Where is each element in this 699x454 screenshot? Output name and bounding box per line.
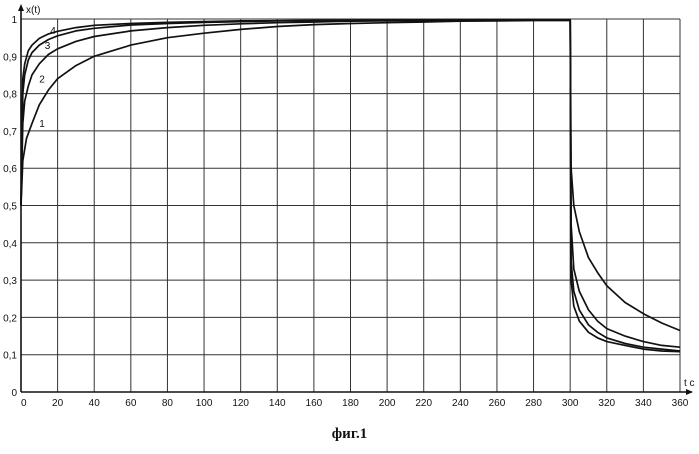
x-tick-label: 80 [162, 398, 174, 409]
x-tick-label: 60 [125, 398, 137, 409]
x-tick-label: 240 [452, 398, 469, 409]
x-tick-label: 320 [598, 398, 615, 409]
y-tick-label: 0 [11, 388, 17, 399]
curve-label-2: 2 [39, 74, 45, 85]
y-tick-label: 0,6 [3, 164, 17, 175]
curve-label-4: 4 [50, 26, 56, 37]
curve-label-3: 3 [45, 41, 51, 52]
x-tick-label: 260 [489, 398, 506, 409]
y-tick-label: 0,4 [3, 239, 17, 250]
curve-labels: 1 2 3 4 [39, 26, 56, 130]
x-tick-label: 160 [306, 398, 323, 409]
x-tick-label: 40 [89, 398, 101, 409]
x-tick-label: 180 [342, 398, 359, 409]
y-tick-label: 0,5 [3, 202, 17, 213]
x-tick-label: 340 [635, 398, 652, 409]
y-tick-label: 0,7 [3, 127, 17, 138]
y-tick-label: 0,8 [3, 90, 17, 101]
x-tick-label: 200 [379, 398, 396, 409]
y-tick-label: 0,9 [3, 52, 17, 63]
x-tick-label: 120 [232, 398, 249, 409]
y-tick-label: 0,3 [3, 276, 17, 287]
x-tick-label: 100 [196, 398, 213, 409]
grid-lines [21, 19, 680, 392]
y-tick-label: 0,2 [3, 313, 17, 324]
tick-labels: 0 0,1 0,2 0,3 0,4 0,5 0,6 0,7 0,8 0,9 1 0 20 40 60 80 10… [3, 15, 689, 409]
x-tick-label: 280 [525, 398, 542, 409]
y-tick-label: 1 [11, 15, 17, 26]
y-axis-arrow [18, 4, 24, 11]
x-axis-label: t c [684, 378, 695, 389]
x-tick-label: 360 [672, 398, 689, 409]
axes [18, 4, 693, 395]
x-tick-label: 0 [21, 398, 27, 409]
x-axis-arrow [686, 389, 693, 395]
curve-label-1: 1 [39, 119, 45, 130]
x-tick-label: 300 [562, 398, 579, 409]
line-chart: 0 0,1 0,2 0,3 0,4 0,5 0,6 0,7 0,8 0,9 1 0 20 40 60 80 10… [0, 0, 699, 425]
y-tick-label: 0,1 [3, 351, 17, 362]
figure-caption: фиг.1 [0, 426, 699, 443]
x-tick-label: 20 [52, 398, 64, 409]
x-tick-label: 220 [415, 398, 432, 409]
x-tick-label: 140 [269, 398, 286, 409]
y-axis-label: x(t) [26, 5, 40, 16]
